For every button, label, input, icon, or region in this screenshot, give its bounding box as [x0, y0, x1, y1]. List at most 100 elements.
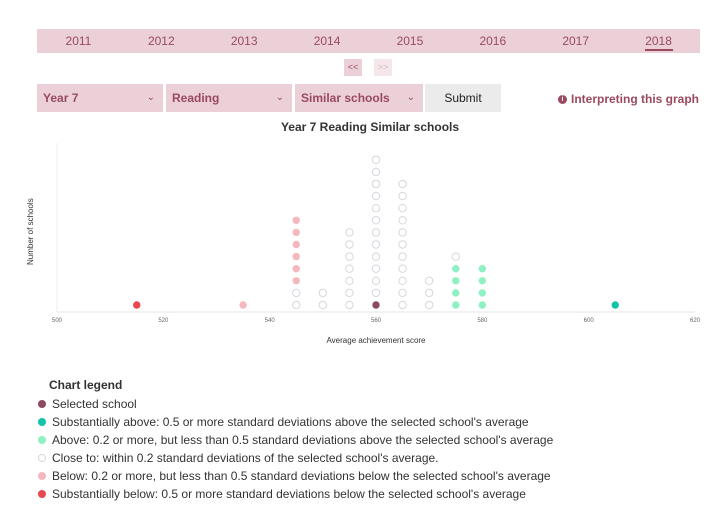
dot-below[interactable] — [292, 252, 300, 261]
legend-item-close: Close to: within 0.2 standard deviations… — [38, 449, 553, 467]
x-tick-label: 620 — [690, 318, 701, 324]
dot-close[interactable] — [371, 240, 381, 249]
legend-label-substantially_above: Substantially above: 0.5 or more standar… — [52, 415, 529, 429]
legend-label-selected: Selected school — [52, 397, 137, 411]
dot-below[interactable] — [239, 301, 247, 309]
dot-close[interactable] — [398, 204, 407, 213]
dot-close[interactable] — [371, 264, 381, 273]
dot-close[interactable] — [345, 264, 354, 273]
dot-close[interactable] — [371, 179, 381, 189]
comparison-select[interactable]: Similar schools ⌄ — [295, 84, 423, 112]
dot-close[interactable] — [451, 252, 460, 261]
dot-close[interactable] — [345, 252, 354, 261]
interpreting-graph-label: Interpreting this graph — [571, 92, 700, 106]
dot-close[interactable] — [371, 191, 381, 201]
dot-below[interactable] — [292, 216, 300, 224]
dot-substantially_below[interactable] — [133, 301, 141, 309]
x-axis-label: Average achievement score — [326, 336, 426, 345]
legend-item-substantially_below: Substantially below: 0.5 or more standar… — [38, 485, 553, 503]
legend-swatch-below — [38, 472, 46, 480]
dot-above[interactable] — [452, 289, 460, 297]
dot-close[interactable] — [318, 300, 328, 310]
dot-above[interactable] — [452, 301, 460, 309]
dot-above[interactable] — [478, 265, 487, 273]
dot-close[interactable] — [371, 276, 381, 286]
next-page-button[interactable]: >> — [374, 59, 392, 76]
x-tick-label: 520 — [158, 318, 169, 324]
dot-close[interactable] — [371, 155, 381, 164]
dot-selected[interactable] — [372, 301, 380, 309]
chart-legend: Chart legend Selected school Substantiall… — [38, 378, 553, 503]
dot-close[interactable] — [345, 300, 354, 310]
dot-close[interactable] — [398, 276, 407, 286]
dot-below[interactable] — [292, 228, 300, 237]
legend-title: Chart legend — [49, 378, 123, 392]
dot-close[interactable] — [398, 300, 407, 310]
legend-label-below: Below: 0.2 or more, but less than 0.5 st… — [52, 469, 551, 483]
dot-close[interactable] — [398, 179, 407, 189]
dot-close[interactable] — [292, 288, 301, 298]
dot-close[interactable] — [345, 240, 354, 249]
dot-close[interactable] — [424, 288, 434, 298]
year-tab-2017[interactable]: 2017 — [562, 34, 590, 48]
dot-below[interactable] — [292, 240, 300, 249]
x-tick-label: 560 — [371, 318, 382, 324]
legend-swatch-above — [38, 436, 46, 444]
x-tick-label: 500 — [52, 318, 63, 324]
dot-close[interactable] — [398, 264, 407, 273]
dot-close[interactable] — [318, 288, 328, 298]
dot-substantially_above[interactable] — [611, 301, 619, 309]
year-tab-2013[interactable]: 2013 — [230, 34, 258, 48]
dot-close[interactable] — [371, 204, 381, 213]
dot-close[interactable] — [345, 288, 354, 298]
dot-close[interactable] — [398, 228, 407, 237]
submit-button[interactable]: Submit — [425, 84, 501, 112]
year-tab-2012[interactable]: 2012 — [147, 34, 175, 48]
pager: << >> — [344, 59, 392, 76]
dot-close[interactable] — [371, 228, 381, 237]
dot-above[interactable] — [452, 277, 460, 285]
dot-above[interactable] — [452, 265, 460, 273]
x-tick-label: 600 — [584, 318, 595, 324]
dot-close[interactable] — [398, 288, 407, 298]
dot-close[interactable] — [398, 191, 407, 201]
legend-item-below: Below: 0.2 or more, but less than 0.5 st… — [38, 467, 553, 485]
dot-close[interactable] — [371, 216, 381, 225]
dot-above[interactable] — [478, 277, 487, 285]
dot-close[interactable] — [398, 216, 407, 225]
year-tabs: 2011 2012 2013 2014 2015 2016 2017 2018 — [37, 29, 700, 53]
dot-close[interactable] — [424, 276, 434, 286]
dot-close[interactable] — [398, 252, 407, 261]
dot-below[interactable] — [292, 265, 300, 273]
year-tab-2011[interactable]: 2011 — [65, 34, 92, 48]
dot-close[interactable] — [371, 288, 381, 298]
dot-close[interactable] — [371, 252, 381, 261]
year-level-select[interactable]: Year 7 ⌄ — [37, 84, 163, 112]
year-tab-2016[interactable]: 2016 — [479, 34, 507, 48]
dot-close[interactable] — [345, 228, 354, 237]
chevron-down-icon: ⌄ — [275, 92, 284, 103]
legend-item-selected: Selected school — [38, 395, 553, 413]
dot-close[interactable] — [398, 240, 407, 249]
year-tab-2014[interactable]: 2014 — [313, 34, 341, 48]
x-tick-label: 540 — [265, 318, 276, 324]
dot-close[interactable] — [371, 167, 381, 177]
comparison-value: Similar schools — [301, 91, 390, 105]
year-tab-2018[interactable]: 2018 — [617, 29, 700, 53]
dot-close[interactable] — [292, 300, 301, 310]
x-tick-label: 580 — [477, 318, 488, 324]
dot-below[interactable] — [292, 277, 300, 285]
dot-above[interactable] — [478, 301, 487, 309]
legend-swatch-substantially_below — [38, 490, 46, 498]
domain-select[interactable]: Reading ⌄ — [166, 84, 292, 112]
info-icon: i — [558, 94, 567, 104]
legend-swatch-substantially_above — [38, 418, 46, 426]
dot-close[interactable] — [345, 276, 354, 286]
legend-label-above: Above: 0.2 or more, but less than 0.5 st… — [52, 433, 554, 447]
dot-above[interactable] — [478, 289, 487, 297]
legend-swatch-close — [38, 454, 46, 462]
year-tab-2015[interactable]: 2015 — [396, 34, 424, 48]
prev-page-button[interactable]: << — [344, 59, 362, 76]
dot-close[interactable] — [424, 300, 434, 310]
interpreting-graph-link[interactable]: i Interpreting this graph — [558, 92, 699, 106]
